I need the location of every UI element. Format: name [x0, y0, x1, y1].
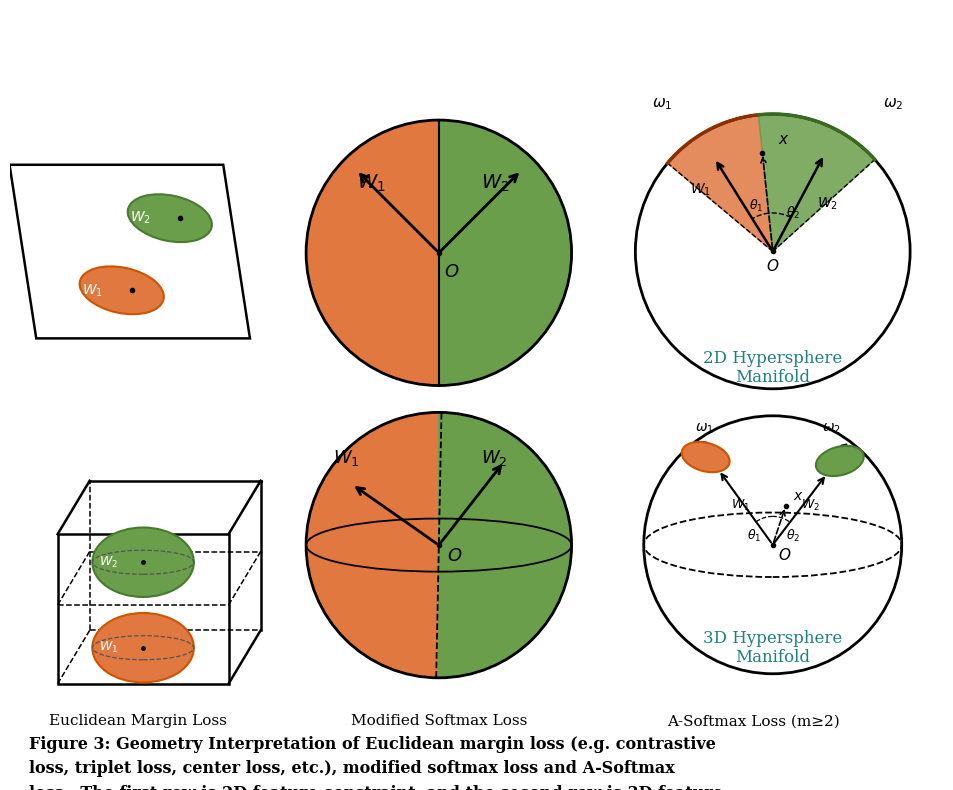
Text: $W_1$: $W_1$ [356, 173, 385, 194]
Text: $x$: $x$ [778, 132, 789, 147]
Text: Modified Softmax Loss: Modified Softmax Loss [351, 714, 526, 728]
Polygon shape [667, 115, 772, 251]
Text: $W_1$: $W_1$ [82, 282, 103, 299]
Text: 2D Hypersphere
Manifold: 2D Hypersphere Manifold [702, 350, 841, 386]
Text: $W_1$: $W_1$ [333, 448, 359, 468]
Text: $O$: $O$ [444, 263, 459, 280]
Ellipse shape [92, 528, 193, 597]
Text: 3D Hypersphere
Manifold: 3D Hypersphere Manifold [702, 630, 841, 666]
Polygon shape [758, 114, 874, 251]
Text: $\theta_2$: $\theta_2$ [785, 205, 800, 221]
Text: $W_2$: $W_2$ [99, 555, 118, 570]
Text: Euclidean Margin Loss: Euclidean Margin Loss [50, 714, 227, 728]
Text: $\omega_2$: $\omega_2$ [882, 96, 902, 112]
Ellipse shape [128, 194, 212, 242]
Text: $O$: $O$ [446, 547, 462, 565]
Text: $W_2$: $W_2$ [481, 173, 509, 194]
Text: $W_2$: $W_2$ [816, 195, 837, 212]
Text: $W_1$: $W_1$ [731, 498, 750, 513]
Circle shape [643, 416, 901, 674]
Text: $W_2$: $W_2$ [801, 498, 820, 513]
Text: $\theta_2$: $\theta_2$ [785, 528, 799, 544]
Polygon shape [438, 412, 571, 678]
Text: $W_1$: $W_1$ [690, 182, 711, 198]
Polygon shape [306, 120, 438, 386]
Text: $W_1$: $W_1$ [99, 640, 118, 655]
Text: $\theta_1$: $\theta_1$ [746, 528, 760, 544]
Ellipse shape [80, 266, 164, 314]
Text: $O$: $O$ [777, 547, 790, 563]
Text: $x$: $x$ [793, 489, 803, 502]
Text: $W_2$: $W_2$ [130, 210, 151, 227]
Polygon shape [306, 412, 438, 678]
Text: Figure 3: Geometry Interpretation of Euclidean margin loss (e.g. contrastive
los: Figure 3: Geometry Interpretation of Euc… [29, 736, 721, 790]
Ellipse shape [92, 613, 193, 683]
Text: $W_2$: $W_2$ [481, 448, 507, 468]
Text: A-Softmax Loss (m≥2): A-Softmax Loss (m≥2) [666, 714, 840, 728]
Text: $\omega_2$: $\omega_2$ [821, 421, 840, 435]
Polygon shape [438, 120, 571, 386]
Text: $\omega_1$: $\omega_1$ [651, 96, 672, 112]
Text: $O$: $O$ [765, 258, 779, 273]
Ellipse shape [815, 446, 862, 476]
Ellipse shape [681, 442, 729, 472]
Text: $\theta_1$: $\theta_1$ [749, 198, 763, 214]
Text: $\omega_1$: $\omega_1$ [695, 421, 714, 435]
